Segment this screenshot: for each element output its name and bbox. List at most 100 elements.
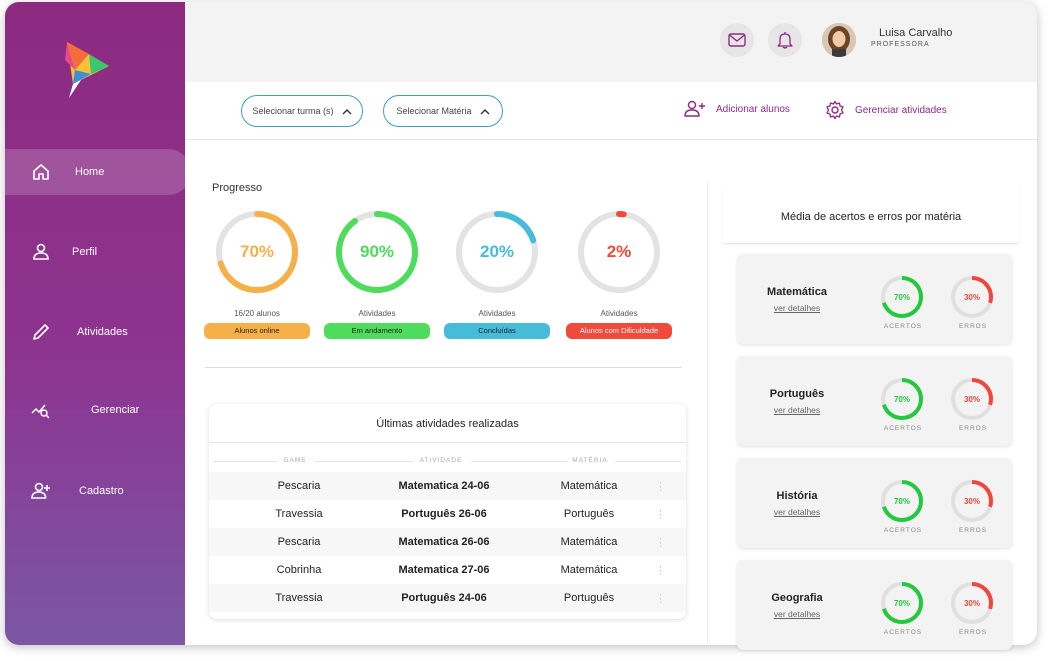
wrong-ring	[951, 276, 993, 318]
wrong-label: ERROS	[958, 629, 988, 636]
mail-icon	[728, 33, 746, 47]
select-turma-dropdown[interactable]: Selecionar turma (s)	[241, 95, 363, 127]
divider	[213, 461, 277, 462]
view-details-link[interactable]: ver detalhes	[773, 609, 821, 619]
sidebar-item-perfil[interactable]: Perfil	[5, 229, 185, 275]
correct-label: ACERTOS	[883, 425, 923, 432]
sidebar-item-home[interactable]: Home	[5, 149, 191, 195]
view-details-link[interactable]: ver detalhes	[773, 507, 821, 517]
cell-activity: Matematica 26-06	[398, 536, 490, 548]
progress-ring-chart	[336, 211, 418, 293]
gear-icon	[826, 100, 844, 120]
more-options-icon[interactable]: ⋮	[655, 480, 666, 493]
sidebar-item-label: Home	[75, 166, 105, 178]
user-photo	[822, 23, 856, 57]
recent-activities-title: Últimas atividades realizadas	[376, 418, 519, 430]
more-options-icon[interactable]: ⋮	[655, 564, 666, 577]
sidebar-item-label: Perfil	[72, 246, 98, 258]
subject-card: Geografia ver detalhes ACERTOS ERROS 70% 30%	[737, 560, 1012, 650]
correct-ring	[881, 378, 923, 420]
select-materia-dropdown[interactable]: Selecionar Matéria	[383, 95, 503, 127]
progress-ring-caption: Atividades	[478, 309, 516, 318]
sidebar-item-gerenciar[interactable]: Gerenciar	[5, 387, 185, 433]
manage-activities-button[interactable]: Gerenciar atividades	[825, 100, 947, 120]
view-details-link[interactable]: ver detalhes	[773, 405, 821, 415]
bell-icon	[777, 32, 793, 49]
chevron-up-icon	[342, 108, 352, 114]
cell-activity: Português 24-06	[401, 592, 487, 604]
correct-percent: 70%	[893, 292, 910, 302]
sidebar-item-label: Cadastro	[79, 485, 124, 497]
progress-ring-chart	[578, 211, 660, 293]
cell-game: Cobrinha	[276, 564, 322, 576]
progress-ring-chart	[456, 211, 538, 293]
divider	[209, 442, 686, 443]
wrong-percent: 30%	[963, 598, 980, 608]
sidebar-item-label: Gerenciar	[91, 404, 140, 416]
column-header-game: GAME	[283, 457, 307, 464]
progress-ring: 70%	[214, 209, 300, 295]
subject-card: Matemática ver detalhes ACERTOS ERROS 70% 30%	[737, 254, 1012, 344]
cell-subject: Português	[563, 592, 615, 604]
cell-game: Pescaria	[277, 480, 321, 492]
correct-label: ACERTOS	[883, 629, 923, 636]
status-badge: Concluídas	[444, 323, 550, 339]
more-options-icon[interactable]: ⋮	[655, 592, 666, 605]
correct-percent: 70%	[893, 598, 910, 608]
subject-name: Matemática	[767, 286, 827, 298]
correct-label: ACERTOS	[883, 527, 923, 534]
user-plus-icon	[684, 100, 705, 117]
wrong-ring	[951, 582, 993, 624]
divider	[315, 461, 413, 462]
divider	[471, 461, 567, 462]
correct-percent: 70%	[893, 496, 910, 506]
correct-label: ACERTOS	[883, 323, 923, 330]
app-logo	[65, 42, 109, 98]
column-header-activity: ATIVIDADE	[419, 457, 463, 464]
sidebar-item-atividades[interactable]: Atividades	[5, 309, 185, 355]
table-row[interactable]: Cobrinha Matematica 27-06 Matemática ⋮	[209, 556, 686, 584]
user-plus-icon	[31, 482, 50, 499]
progress-ring-value: 70%	[239, 242, 275, 261]
table-row[interactable]: Travessia Português 24-06 Português ⋮	[209, 584, 686, 612]
progress-ring: 90%	[334, 209, 420, 295]
cell-game: Travessia	[275, 508, 323, 520]
wrong-ring	[951, 378, 993, 420]
progress-ring: 2%	[576, 209, 662, 295]
wrong-label: ERROS	[958, 425, 988, 432]
chevron-up-icon	[480, 108, 490, 114]
select-materia-label: Selecionar Matéria	[396, 106, 472, 116]
notifications-button[interactable]	[768, 23, 802, 57]
cell-subject: Português	[563, 508, 615, 520]
table-row[interactable]: Pescaria Matematica 26-06 Matemática ⋮	[209, 528, 686, 556]
progress-title: Progresso	[212, 182, 263, 194]
subject-stats-title: Média de acertos e erros por matéria	[780, 211, 962, 223]
avatar[interactable]	[822, 23, 856, 57]
cell-game: Travessia	[275, 592, 323, 604]
wrong-percent: 30%	[963, 496, 980, 506]
sidebar-item-label: Atividades	[77, 326, 128, 338]
wrong-label: ERROS	[958, 527, 988, 534]
add-students-label: Adicionar alunos	[716, 103, 790, 115]
recent-activities-card: Últimas atividades realizadas GAME ATIVI…	[209, 404, 686, 619]
add-students-button[interactable]: Adicionar alunos	[684, 100, 790, 118]
subject-name: História	[776, 490, 818, 502]
wrong-percent: 30%	[963, 292, 980, 302]
table-row[interactable]: Travessia Português 26-06 Português ⋮	[209, 500, 686, 528]
more-options-icon[interactable]: ⋮	[655, 536, 666, 549]
view-details-link[interactable]: ver detalhes	[773, 303, 821, 313]
subject-card: Português ver detalhes ACERTOS ERROS 70% 30%	[737, 356, 1012, 446]
wrong-ring	[951, 480, 993, 522]
divider	[205, 367, 682, 368]
progress-ring: 20%	[454, 209, 540, 295]
cell-game: Pescaria	[277, 536, 321, 548]
subject-stats-header: Média de acertos e erros por matéria	[723, 182, 1019, 244]
more-options-icon[interactable]: ⋮	[655, 508, 666, 521]
progress-ring-caption: Atividades	[358, 309, 396, 318]
correct-ring	[881, 276, 923, 318]
progress-ring-caption: Atividades	[600, 309, 638, 318]
sidebar-item-cadastro[interactable]: Cadastro	[5, 468, 185, 514]
messages-button[interactable]	[720, 23, 754, 57]
table-row[interactable]: Pescaria Matematica 24-06 Matemática ⋮	[209, 472, 686, 500]
wrong-label: ERROS	[958, 323, 988, 330]
